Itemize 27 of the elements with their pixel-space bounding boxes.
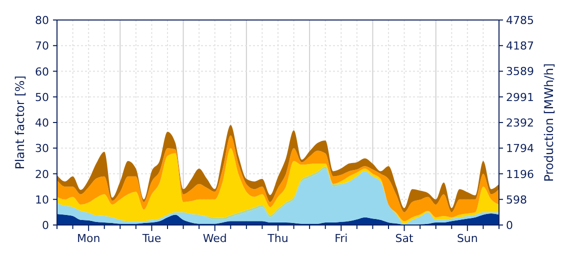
y-tick-label: 70 (35, 40, 49, 53)
y2-tick-label: 1794 (506, 142, 534, 156)
y-tick-label: 20 (35, 168, 49, 181)
y-tick-label: 60 (35, 65, 49, 78)
y2-axis-title: Production [MWh/h] (542, 63, 556, 182)
x-tick-label: Wed (202, 232, 227, 245)
y-tick-label: 80 (35, 14, 49, 27)
x-tick-label: Thu (266, 232, 288, 245)
x-tick-label: Sun (456, 232, 478, 245)
x-tick-label: Sat (395, 232, 414, 245)
y-tick-label: 40 (35, 116, 49, 130)
y-axis-title: Plant factor [%] (13, 76, 27, 170)
y2-tick-label: 4187 (506, 40, 534, 53)
y2-tick-label: 2392 (506, 116, 534, 130)
y2-tick-label: 3589 (506, 65, 534, 78)
y2-tick-label: 598 (506, 193, 527, 206)
x-tick-label: Mon (76, 232, 100, 245)
y2-tick-label: 4785 (506, 14, 534, 27)
x-tick-label: Fri (334, 232, 348, 245)
y-tick-label: 30 (35, 142, 49, 156)
y-tick-label: 50 (35, 90, 49, 104)
y2-tick-label: 2991 (506, 90, 534, 104)
y-tick-label: 0 (42, 219, 49, 232)
x-tick-label: Tue (141, 232, 162, 245)
y2-tick-label: 1196 (506, 168, 534, 181)
y2-tick-label: 0 (506, 219, 513, 232)
y-tick-label: 10 (35, 193, 49, 206)
